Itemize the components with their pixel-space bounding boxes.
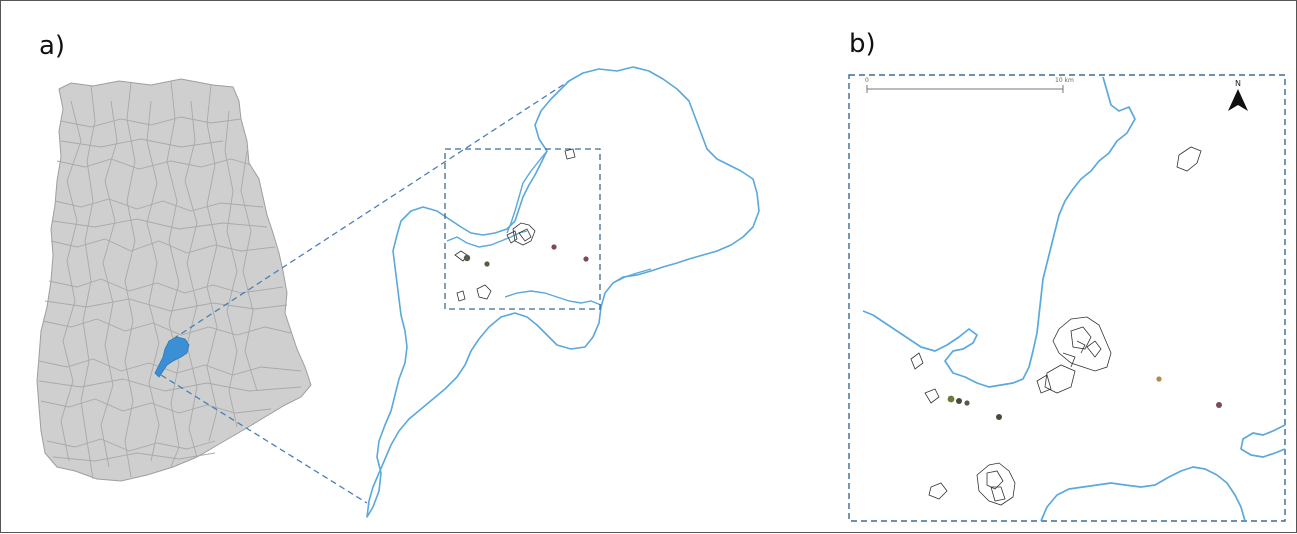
scale-end-label: 10 km <box>1055 77 1074 84</box>
study-area <box>154 336 190 378</box>
projection-lines <box>160 80 570 504</box>
scale-start-label: 0 <box>865 77 869 84</box>
study-area-parcels <box>454 148 576 302</box>
detail-extent-box <box>444 148 601 310</box>
district-boundaries <box>38 80 302 480</box>
scale-bar <box>866 85 1064 93</box>
north-arrow: N <box>1228 79 1248 111</box>
panel-a-label: a) <box>39 31 66 61</box>
study-area-markers <box>463 244 589 267</box>
country-map <box>36 78 312 482</box>
zoomed-markers <box>947 376 1222 420</box>
panel-b-label: b) <box>849 29 876 59</box>
study-area-rivers <box>446 150 652 306</box>
study-area-boundary <box>366 66 760 518</box>
study-area-detail <box>366 66 760 518</box>
zoomed-rivers <box>862 76 1286 522</box>
zoomed-map-frame <box>848 74 1286 522</box>
zoomed-map: 0 10 km N <box>848 74 1286 522</box>
zoomed-parcels <box>910 146 1202 506</box>
north-label: N <box>1235 79 1241 88</box>
